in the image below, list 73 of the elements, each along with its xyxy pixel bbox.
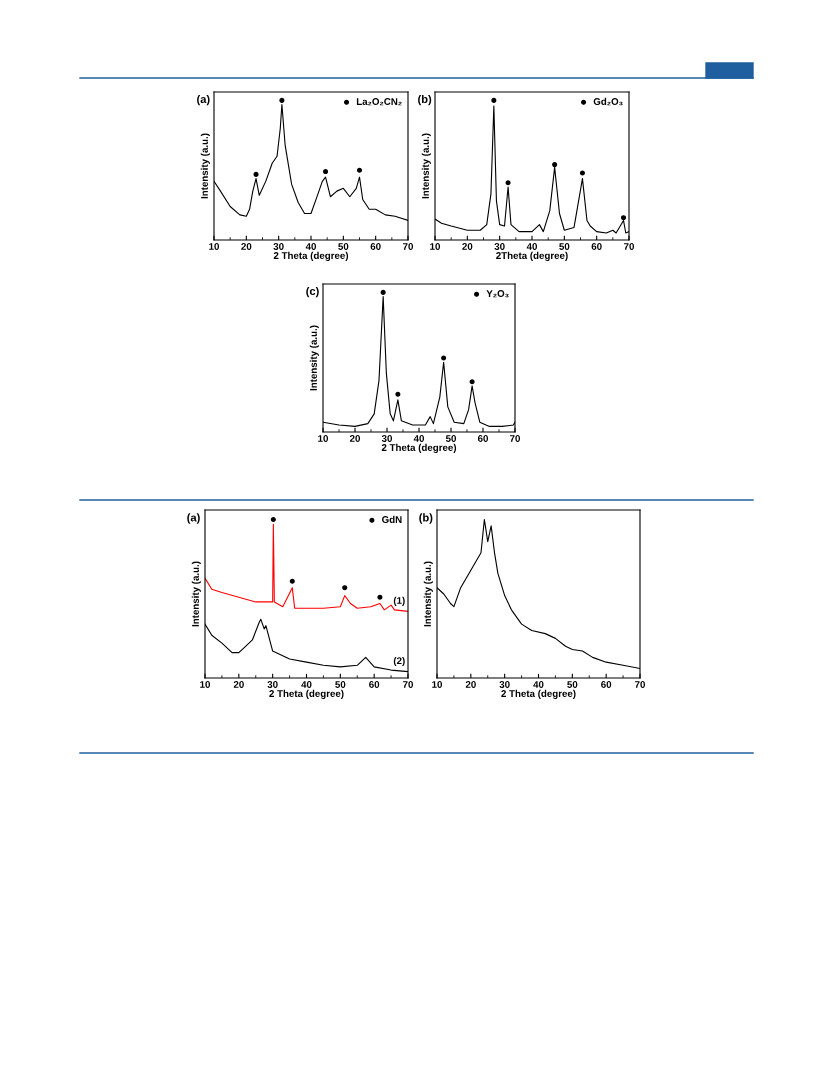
chart-title: (a) — [187, 513, 200, 524]
x-tick-label: 70 — [403, 243, 414, 250]
point — [270, 516, 276, 523]
x-tick-label: 30 — [273, 243, 284, 250]
x-tick-label: 10 — [318, 435, 329, 442]
x-tick-label: 10 — [430, 243, 441, 250]
point — [579, 170, 585, 176]
point — [469, 379, 475, 385]
x-tick-label: 60 — [601, 681, 612, 688]
x-tick-label: 30 — [494, 243, 505, 250]
x-tick-label: 10 — [209, 243, 220, 250]
y-axis-title: Intensity (a.u.) — [423, 561, 433, 627]
x-tick-label: 70 — [624, 243, 635, 250]
x-tick-label: 20 — [241, 243, 252, 250]
point — [356, 167, 363, 173]
x-axis-title: 2 Theta (degree) — [501, 689, 576, 699]
x-tick-label: 30 — [499, 681, 510, 688]
chart-title: (b) — [418, 94, 432, 106]
point — [620, 215, 627, 221]
point — [342, 585, 348, 591]
x-axis-title: 2Theta (degree) — [496, 251, 568, 261]
y-axis-title: Intensity (a.u.) — [309, 325, 319, 391]
x-tick-label: 30 — [381, 435, 393, 442]
x-tick-label: 70 — [635, 681, 646, 688]
chart-title: (c) — [306, 286, 319, 298]
legend-label: La₂O₂CN₂ — [356, 98, 402, 106]
x-axis-title: 2 Theta (degree) — [381, 443, 457, 453]
y-axis-title: Intensity (a.u.) — [200, 133, 210, 199]
x-tick-label: 60 — [477, 435, 489, 442]
chart-title: (a) — [197, 94, 210, 106]
x-tick-label: 10 — [432, 681, 443, 688]
x-tick-label: 20 — [465, 681, 476, 688]
x-tick-label: 20 — [233, 681, 244, 688]
x-tick-label: 10 — [200, 681, 211, 688]
y-axis-title: Intensity (a.u.) — [191, 561, 201, 627]
x-tick-label: 40 — [526, 243, 538, 250]
point — [491, 97, 497, 103]
chart-title: (b) — [419, 513, 433, 524]
x-tick-label: 40 — [305, 243, 317, 250]
x-tick-label: 40 — [301, 681, 312, 688]
x-tick-label: 20 — [349, 435, 361, 442]
point — [395, 391, 401, 397]
point — [289, 578, 295, 584]
x-tick-label: 60 — [591, 243, 602, 250]
x-tick-label: 60 — [369, 681, 380, 688]
x-axis-title: 2 Theta (degree) — [273, 251, 349, 261]
point — [380, 289, 386, 295]
point — [552, 162, 558, 168]
x-tick-label: 30 — [267, 681, 278, 688]
point — [441, 355, 447, 361]
x-tick-label: 40 — [413, 435, 425, 442]
x-tick-label: 70 — [510, 435, 521, 442]
legend-label: Y₂O₃ — [486, 290, 509, 298]
series-label: (1) — [393, 596, 405, 606]
x-tick-label: 50 — [559, 243, 570, 250]
x-tick-label: 20 — [462, 243, 473, 250]
series-label: (2) — [393, 657, 405, 667]
point — [279, 97, 285, 103]
legend-label: GdN — [382, 515, 402, 523]
x-tick-label: 70 — [403, 681, 414, 688]
x-tick-label: 60 — [370, 243, 381, 250]
x-tick-label: 50 — [567, 681, 578, 688]
point — [505, 180, 511, 186]
point — [253, 171, 259, 177]
y-axis-title: Intensity (a.u.) — [421, 133, 431, 199]
point — [323, 169, 329, 175]
x-axis-title: 2 Theta (degree) — [269, 689, 344, 699]
x-tick-label: 50 — [445, 435, 457, 442]
legend-label: Gd₂O₃ — [593, 97, 623, 106]
x-tick-label: 40 — [533, 681, 544, 688]
point — [377, 594, 383, 600]
x-tick-label: 50 — [338, 243, 349, 250]
x-tick-label: 50 — [335, 681, 346, 688]
